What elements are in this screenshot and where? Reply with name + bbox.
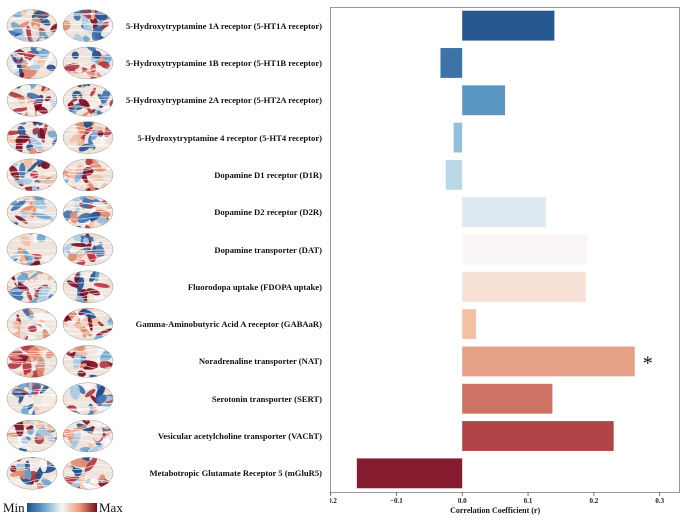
plot-frame (330, 7, 680, 493)
bar (453, 122, 463, 153)
bar (462, 271, 586, 302)
receptor-label: Gamma-Aminobutyric Acid A receptor (GABA… (135, 319, 322, 330)
bar (440, 48, 463, 78)
receptor-label: Dopamine D1 receptor (D1R) (214, 169, 322, 180)
x-tick-label: 0.1 (524, 497, 533, 505)
brain-map (6, 233, 58, 266)
bar (356, 458, 463, 489)
brain-map (6, 270, 58, 304)
x-tick-label: 0.0 (458, 497, 467, 505)
receptor-label: Metabotropic Glutamate Receptor 5 (mGluR… (149, 468, 322, 479)
brain-map (6, 382, 58, 415)
brain-map (62, 307, 114, 341)
bar (462, 421, 614, 451)
brain-map (6, 121, 58, 154)
x-tick-label: −0.2 (330, 497, 337, 505)
receptor-label: Dopamine transporter (DAT) (214, 244, 322, 255)
x-axis-label: Correlation Coefficient (r) (450, 506, 540, 515)
receptor-label: 5-Hydroxytryptamine 1A receptor (5-HT1A … (125, 20, 322, 31)
bar (462, 346, 635, 377)
brain-map (62, 195, 114, 229)
brain-map (6, 457, 58, 490)
bar (462, 197, 546, 228)
bar (445, 159, 463, 190)
brain-map (62, 233, 114, 266)
brain-map (6, 419, 58, 453)
colorbar-max-label: Max (99, 500, 123, 515)
brain-map (62, 158, 114, 192)
x-tick-label: 0.2 (590, 497, 599, 505)
brain-map (6, 158, 58, 192)
receptor-label: 5-Hydroxytryptamine 1B receptor (5-HT1B … (125, 57, 322, 68)
brain-map (62, 121, 114, 154)
bar (462, 234, 588, 265)
bar (462, 10, 555, 41)
brain-map (62, 419, 114, 453)
brain-map (6, 84, 58, 117)
receptor-label: Fluorodopa uptake (FDOPA uptake) (187, 281, 322, 292)
brain-map (6, 345, 58, 378)
receptor-label: Serotonin transporter (SERT) (211, 393, 322, 404)
x-tick-label: 0.3 (655, 497, 664, 505)
significance-marker: * (643, 352, 653, 374)
bar-chart: * −0.2 −0.1 0.0 0.1 0.2 0.3 Correlation Coeffic… (330, 7, 680, 515)
brain-map (62, 9, 114, 42)
bar (462, 85, 505, 116)
receptor-label: Noradrenaline transporter (NAT) (198, 356, 322, 367)
colorbar-gradient (27, 503, 97, 512)
bar (462, 383, 553, 414)
receptor-label: 5-Hydroxytryptamine 2A receptor (5-HT2A … (125, 95, 322, 106)
receptor-label: Vesicular acetylcholine transporter (VAC… (157, 431, 322, 442)
receptor-label: Dopamine D2 receptor (D2R) (214, 207, 322, 218)
colorbar-min-label: Min (3, 500, 25, 515)
brain-map (6, 46, 58, 80)
brain-map (6, 307, 58, 341)
brain-map (6, 9, 58, 42)
bar (462, 309, 477, 340)
brain-surface-maps (6, 9, 114, 490)
x-tick-label: −0.1 (390, 497, 403, 505)
brain-map (62, 46, 114, 80)
receptor-label: 5-Hydroxytryptamine 4 receptor (5-HT4 re… (137, 132, 322, 143)
